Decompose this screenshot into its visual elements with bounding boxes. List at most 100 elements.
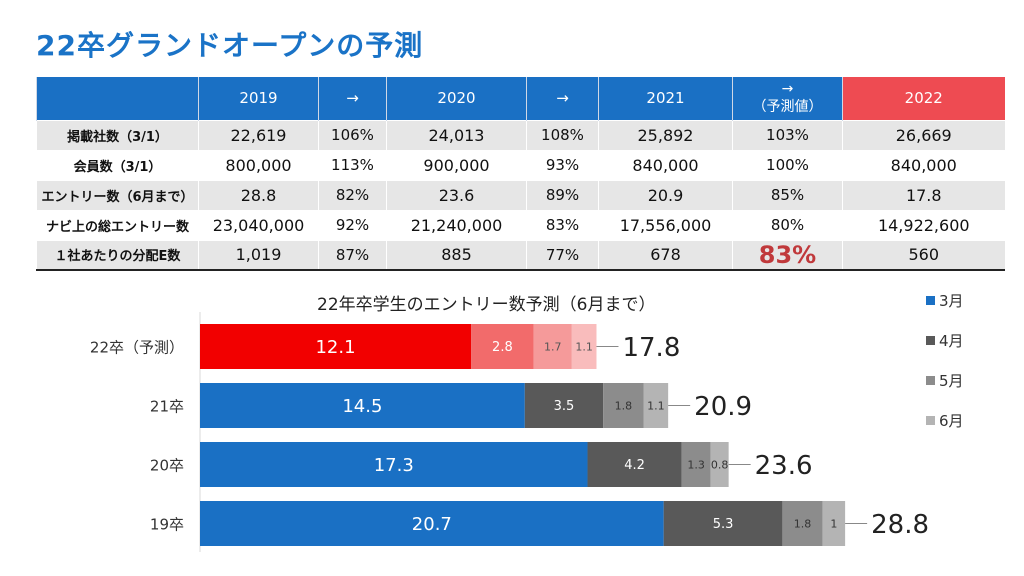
bar-segment xyxy=(533,324,572,369)
growth-rate-cell: 93% xyxy=(526,149,599,180)
bar-segment xyxy=(603,383,644,428)
bar-segment xyxy=(200,324,472,369)
table-body: 掲載社数（3/1） 22,619 106% 24,013 108% 25,892 103% 2… xyxy=(36,119,1005,271)
bar-segment xyxy=(663,501,783,546)
bar-value-label: 5.3 xyxy=(713,517,734,532)
header-arrow: → xyxy=(318,77,387,120)
value-cell: 678 xyxy=(598,239,733,271)
chart-title: 22年卒学生のエントリー数予測（6月まで） xyxy=(317,295,656,315)
value-cell: 900,000 xyxy=(386,149,527,180)
header-forecast-label: （予測値） xyxy=(752,99,823,116)
row-label: エントリー数（6月まで） xyxy=(36,179,199,210)
value-cell: 21,240,000 xyxy=(386,209,527,240)
value-cell: 800,000 xyxy=(198,149,319,180)
value-cell: 885 xyxy=(386,239,527,271)
legend-item: 3月 xyxy=(926,290,964,310)
bar-value-label: 1.1 xyxy=(575,340,593,353)
legend-label: 6月 xyxy=(939,411,964,430)
growth-rate-cell: 108% xyxy=(526,119,599,150)
bar-value-label: 1.8 xyxy=(615,399,633,412)
header-2020: 2020 xyxy=(386,77,527,120)
bar-segment xyxy=(200,383,525,428)
bar-value-label: 4.2 xyxy=(624,458,645,473)
value-cell: 24,013 xyxy=(386,119,527,150)
category-label: 19卒 xyxy=(150,516,184,534)
bar-segment xyxy=(681,442,711,487)
header-arrow: → xyxy=(781,81,794,98)
header-arrow: → xyxy=(526,77,599,120)
bar-value-label: 1.8 xyxy=(794,517,812,530)
bar-chart: 22卒（予測） 12.1 2.8 1.7 1.1 17.8 21卒 14.5 3.5 1.8 1.1… xyxy=(90,312,929,552)
row-label: ナビ上の総エントリー数 xyxy=(36,209,199,240)
value-cell: 23,040,000 xyxy=(198,209,319,240)
table-header-row: 2019 → 2020 → 2021 → （予測値） 2022 xyxy=(36,77,1005,120)
growth-rate-cell: 106% xyxy=(318,119,387,150)
header-2019: 2019 xyxy=(198,77,319,120)
growth-rate-cell: 87% xyxy=(318,239,387,271)
legend-swatch xyxy=(926,335,935,345)
header-2021: 2021 xyxy=(598,77,733,120)
growth-rate-cell: 85% xyxy=(732,179,843,210)
category-label: 21卒 xyxy=(150,398,184,416)
category-label: 22卒（予測） xyxy=(90,339,184,357)
growth-rate-cell: 83% xyxy=(732,239,843,271)
bar-value-label: 17.3 xyxy=(374,455,414,476)
bar-value-label: 20.7 xyxy=(412,514,452,535)
table-row: １社あたりの分配E数 1,019 87% 885 77% 678 83% 560 xyxy=(36,239,1005,271)
header-2022: 2022 xyxy=(842,77,1005,120)
growth-rate-cell: 89% xyxy=(526,179,599,210)
legend-swatch xyxy=(926,375,935,385)
table-row: 掲載社数（3/1） 22,619 106% 24,013 108% 25,892 103% 2… xyxy=(36,119,1005,150)
bar-value-label: 0.8 xyxy=(711,458,729,471)
growth-rate-cell: 82% xyxy=(318,179,387,210)
growth-rate-cell: 80% xyxy=(732,209,843,240)
bar-segment xyxy=(524,383,604,428)
legend-item: 6月 xyxy=(926,410,964,430)
bar-segment xyxy=(782,501,823,546)
value-cell: 26,669 xyxy=(842,119,1005,150)
growth-rate-cell: 83% xyxy=(526,209,599,240)
legend-swatch xyxy=(926,415,935,425)
bar-value-label: 12.1 xyxy=(315,337,355,358)
value-cell: 17.8 xyxy=(842,179,1005,210)
bar-value-label: 1.3 xyxy=(687,458,705,471)
header-corner xyxy=(36,77,199,120)
row-label: 会員数（3/1） xyxy=(36,149,199,180)
value-cell: 20.9 xyxy=(598,179,733,210)
legend-label: 4月 xyxy=(939,331,964,350)
category-label: 20卒 xyxy=(150,457,184,475)
growth-rate-cell: 92% xyxy=(318,209,387,240)
value-cell: 22,619 xyxy=(198,119,319,150)
value-cell: 28.8 xyxy=(198,179,319,210)
value-cell: 14,922,600 xyxy=(842,209,1005,240)
bar-segment xyxy=(710,442,729,487)
total-label: 23.6 xyxy=(755,451,813,481)
growth-rate-cell: 103% xyxy=(732,119,843,150)
row-label: 掲載社数（3/1） xyxy=(36,119,199,150)
bar-value-label: 14.5 xyxy=(342,396,382,417)
total-label: 20.9 xyxy=(694,392,752,422)
page-title: 22卒グランドオープンの予測 xyxy=(36,29,424,62)
value-cell: 560 xyxy=(842,239,1005,271)
value-cell: 840,000 xyxy=(598,149,733,180)
value-cell: 840,000 xyxy=(842,149,1005,180)
row-label: １社あたりの分配E数 xyxy=(36,239,199,271)
bar-segment xyxy=(587,442,682,487)
table-row: エントリー数（6月まで） 28.8 82% 23.6 89% 20.9 85% 17.8 xyxy=(36,179,1005,210)
legend-item: 5月 xyxy=(926,370,964,390)
value-cell: 25,892 xyxy=(598,119,733,150)
bar-value-label: 1.7 xyxy=(544,340,562,353)
bar-segment xyxy=(200,442,588,487)
growth-rate-cell: 77% xyxy=(526,239,599,271)
table-row: 会員数（3/1） 800,000 113% 900,000 93% 840,000 100%… xyxy=(36,149,1005,180)
bar-segment xyxy=(471,324,534,369)
table-row: ナビ上の総エントリー数 23,040,000 92% 21,240,000 83% 17,… xyxy=(36,209,1005,240)
total-label: 17.8 xyxy=(622,333,680,363)
bar-value-label: 3.5 xyxy=(554,399,575,414)
bar-segment xyxy=(643,383,669,428)
legend-label: 3月 xyxy=(939,291,964,310)
value-cell: 1,019 xyxy=(198,239,319,271)
bar-value-label: 1 xyxy=(830,517,837,530)
bar-value-label: 2.8 xyxy=(492,340,513,355)
bar-segment xyxy=(822,501,846,546)
